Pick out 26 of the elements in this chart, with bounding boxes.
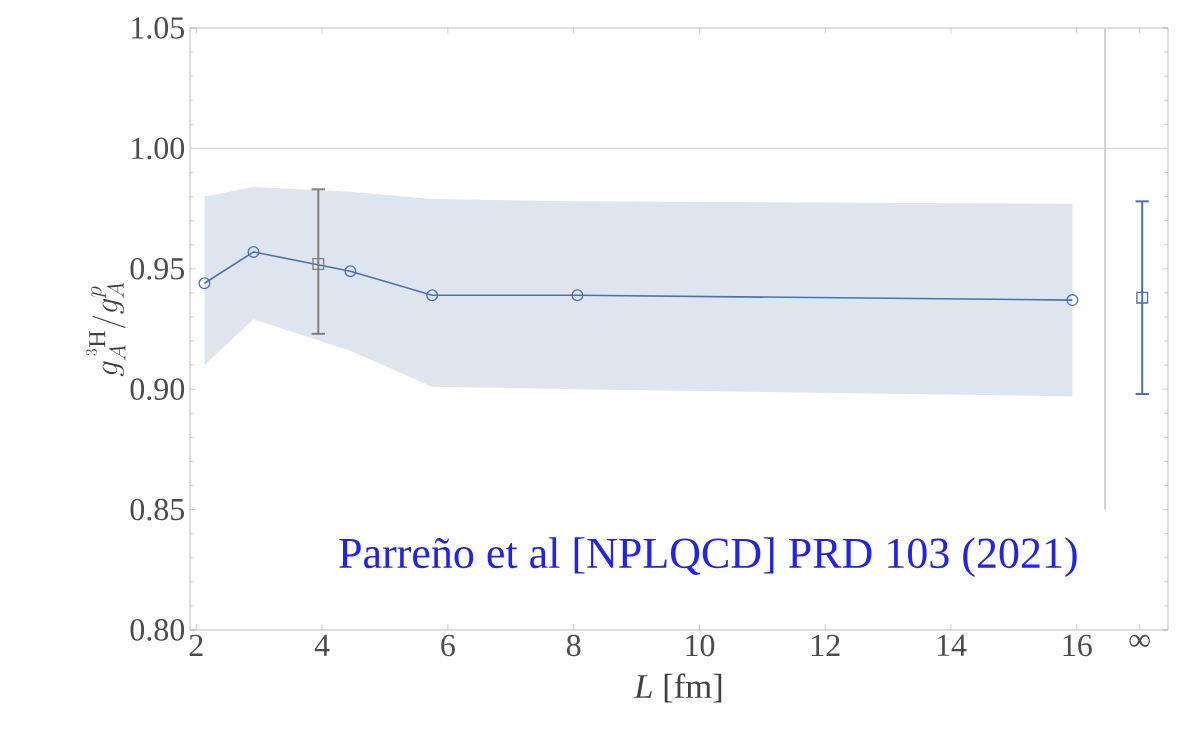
y-tick-label: 0.90 bbox=[130, 378, 185, 401]
point bbox=[426, 289, 439, 302]
annotation: Parreño et al [NPLQCD] PRD 103 (2021) bbox=[339, 537, 1077, 578]
y-tick-label: 0.80 bbox=[130, 619, 185, 641]
point bbox=[247, 245, 260, 258]
point bbox=[312, 257, 325, 270]
y-tick-label: 1.00 bbox=[132, 137, 185, 160]
x-tick-label: 4 bbox=[314, 634, 330, 656]
y-tick-label: 0.85 bbox=[130, 498, 185, 521]
x-axis-title: L [fm] bbox=[633, 673, 722, 703]
y-tick-label: 0.95 bbox=[130, 257, 185, 280]
x-tick-label: ∞ bbox=[1129, 634, 1150, 647]
y-axis-title: $g_{A}^{\,^{3}\mathrm{H}}/g_{A}^{p}$ bbox=[86, 282, 126, 377]
point bbox=[571, 289, 584, 302]
y-tick-label: 1.05 bbox=[132, 17, 185, 39]
x-tick-label: 6 bbox=[441, 634, 455, 657]
point bbox=[344, 265, 357, 278]
x-tick-label: 2 bbox=[189, 634, 203, 656]
x-tick-label: 10 bbox=[686, 634, 715, 657]
point bbox=[198, 277, 211, 290]
x-tick-label: 16 bbox=[1063, 634, 1092, 657]
x-tick-label: 8 bbox=[566, 634, 581, 657]
x-tick-label: 12 bbox=[812, 634, 840, 656]
x-tick-label: 14 bbox=[937, 634, 967, 656]
point bbox=[1066, 294, 1079, 307]
point bbox=[1136, 291, 1149, 304]
